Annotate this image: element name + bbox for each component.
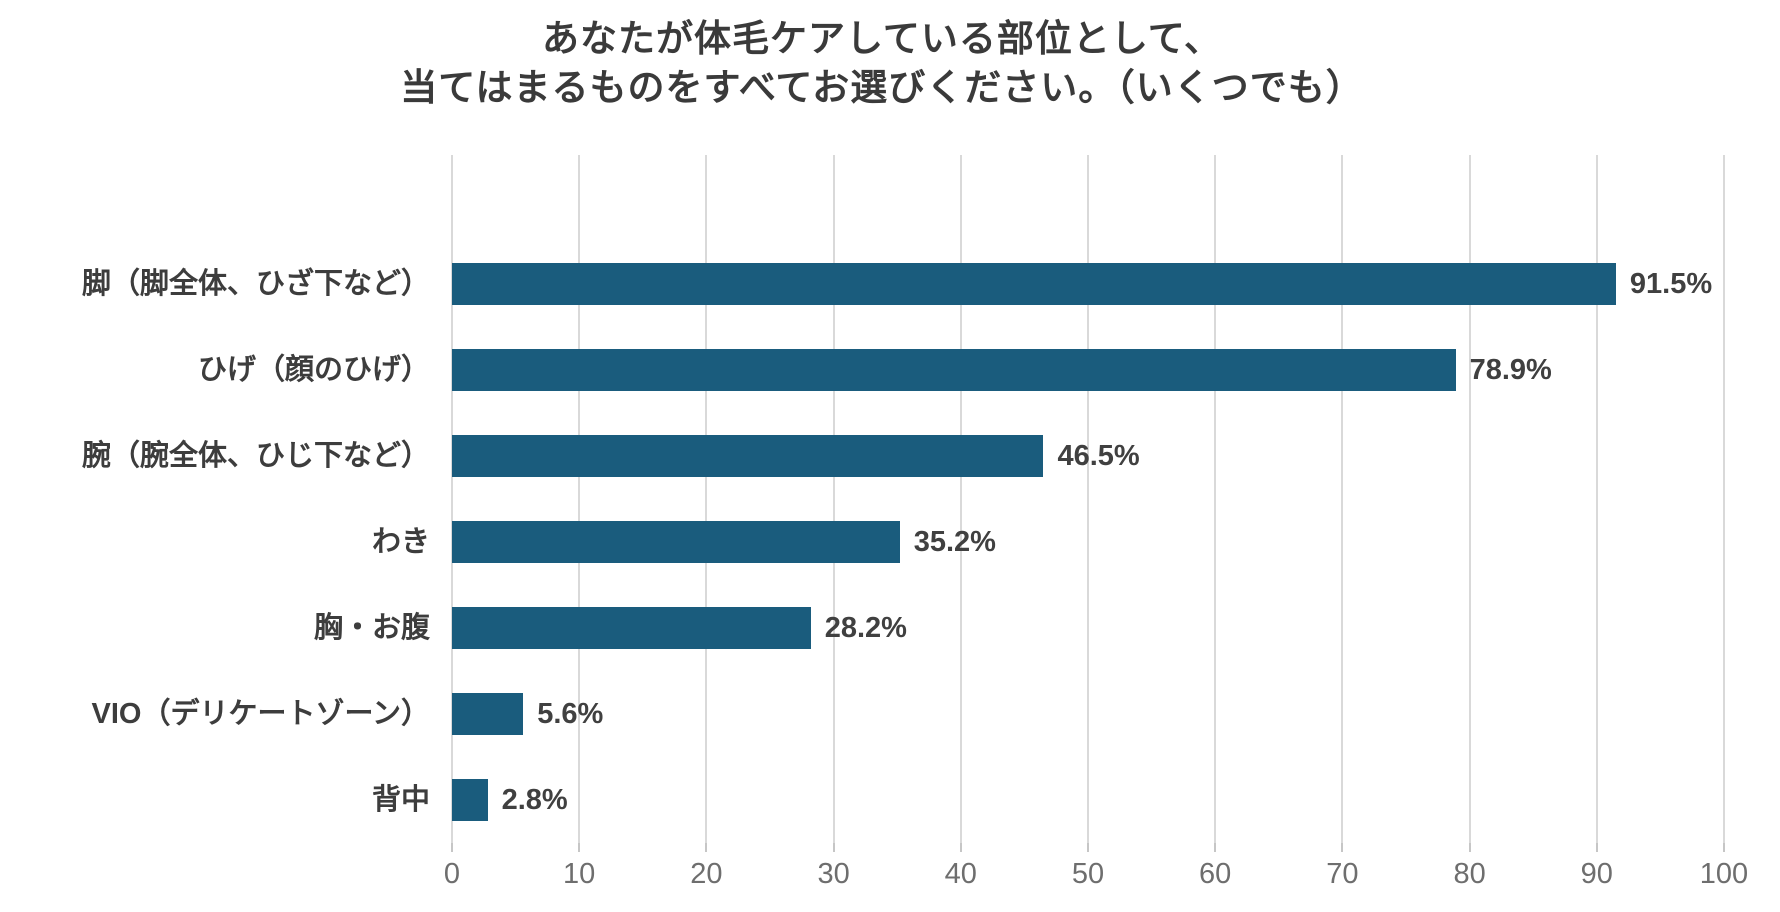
category-label: 胸・お腹 (313, 612, 430, 644)
category-label: 脚（脚全体、ひざ下など） (81, 268, 430, 300)
tick-label-100: 100 (1699, 858, 1749, 890)
gridline-90 (1595, 155, 1598, 843)
tick-label-90: 90 (1580, 858, 1613, 890)
gridline-70 (1341, 155, 1344, 843)
gridline-10 (578, 155, 581, 843)
tick-label-50: 50 (1071, 858, 1105, 890)
value-label: 5.6% (537, 698, 604, 730)
tick-mark-90 (1595, 843, 1598, 852)
chart-title-line1: あなたが体毛ケアしている部位として、 (542, 18, 1222, 59)
bar (452, 435, 1044, 477)
bar (452, 693, 524, 735)
gridline-50 (1087, 155, 1089, 843)
value-label: 46.5% (1057, 440, 1140, 472)
tick-label-40: 40 (944, 858, 977, 890)
gridline-20 (705, 155, 708, 843)
value-label: 91.5% (1629, 268, 1713, 300)
gridline-40 (959, 155, 962, 843)
chart-title: あなたが体毛ケアしている部位として、 当てはまるものをすべてお選びください。（い… (0, 14, 1764, 112)
tick-label-70: 70 (1326, 858, 1359, 890)
tick-mark-60 (1214, 843, 1217, 852)
value-label: 35.2% (913, 526, 996, 558)
tick-label-80: 80 (1453, 858, 1486, 890)
tick-mark-80 (1468, 843, 1471, 852)
category-label: 背中 (371, 784, 430, 816)
tick-mark-50 (1087, 843, 1089, 852)
tick-label-0: 0 (443, 858, 461, 890)
gridline-100 (1723, 155, 1725, 843)
bar (452, 263, 1616, 305)
gridline-60 (1214, 155, 1217, 843)
category-label: VIO（デリケートゾーン） (91, 698, 430, 730)
tick-mark-20 (705, 843, 708, 852)
tick-mark-30 (832, 843, 835, 852)
tick-label-20: 20 (690, 858, 723, 890)
gridline-80 (1468, 155, 1471, 843)
tick-label-30: 30 (817, 858, 850, 890)
chart-title-line2: 当てはまるものをすべてお選びください。（いくつでも） (400, 67, 1364, 108)
bar (452, 521, 900, 563)
tick-mark-40 (959, 843, 962, 852)
gridline-30 (832, 155, 835, 843)
value-label: 78.9% (1469, 354, 1552, 386)
tick-label-60: 60 (1199, 858, 1232, 890)
bar (452, 349, 1456, 391)
bar (452, 779, 488, 821)
bar (452, 607, 811, 649)
tick-mark-70 (1341, 843, 1344, 852)
category-label: 腕（腕全体、ひじ下など） (81, 440, 430, 472)
value-label: 28.2% (824, 612, 907, 644)
value-label: 2.8% (501, 784, 568, 816)
plot-area: 91.5% 78.9% 46.5% 35.2% 28.2% 5.6% 2.8% 0 10 20 3… (444, 155, 1748, 890)
tick-mark-10 (578, 843, 581, 852)
tick-mark-0 (451, 843, 453, 852)
gridline-0 (451, 155, 453, 843)
tick-label-10: 10 (563, 858, 596, 890)
category-label: ひげ（顔のひげ） (197, 354, 430, 386)
category-label: わき (371, 526, 430, 558)
tick-mark-100 (1723, 843, 1725, 852)
